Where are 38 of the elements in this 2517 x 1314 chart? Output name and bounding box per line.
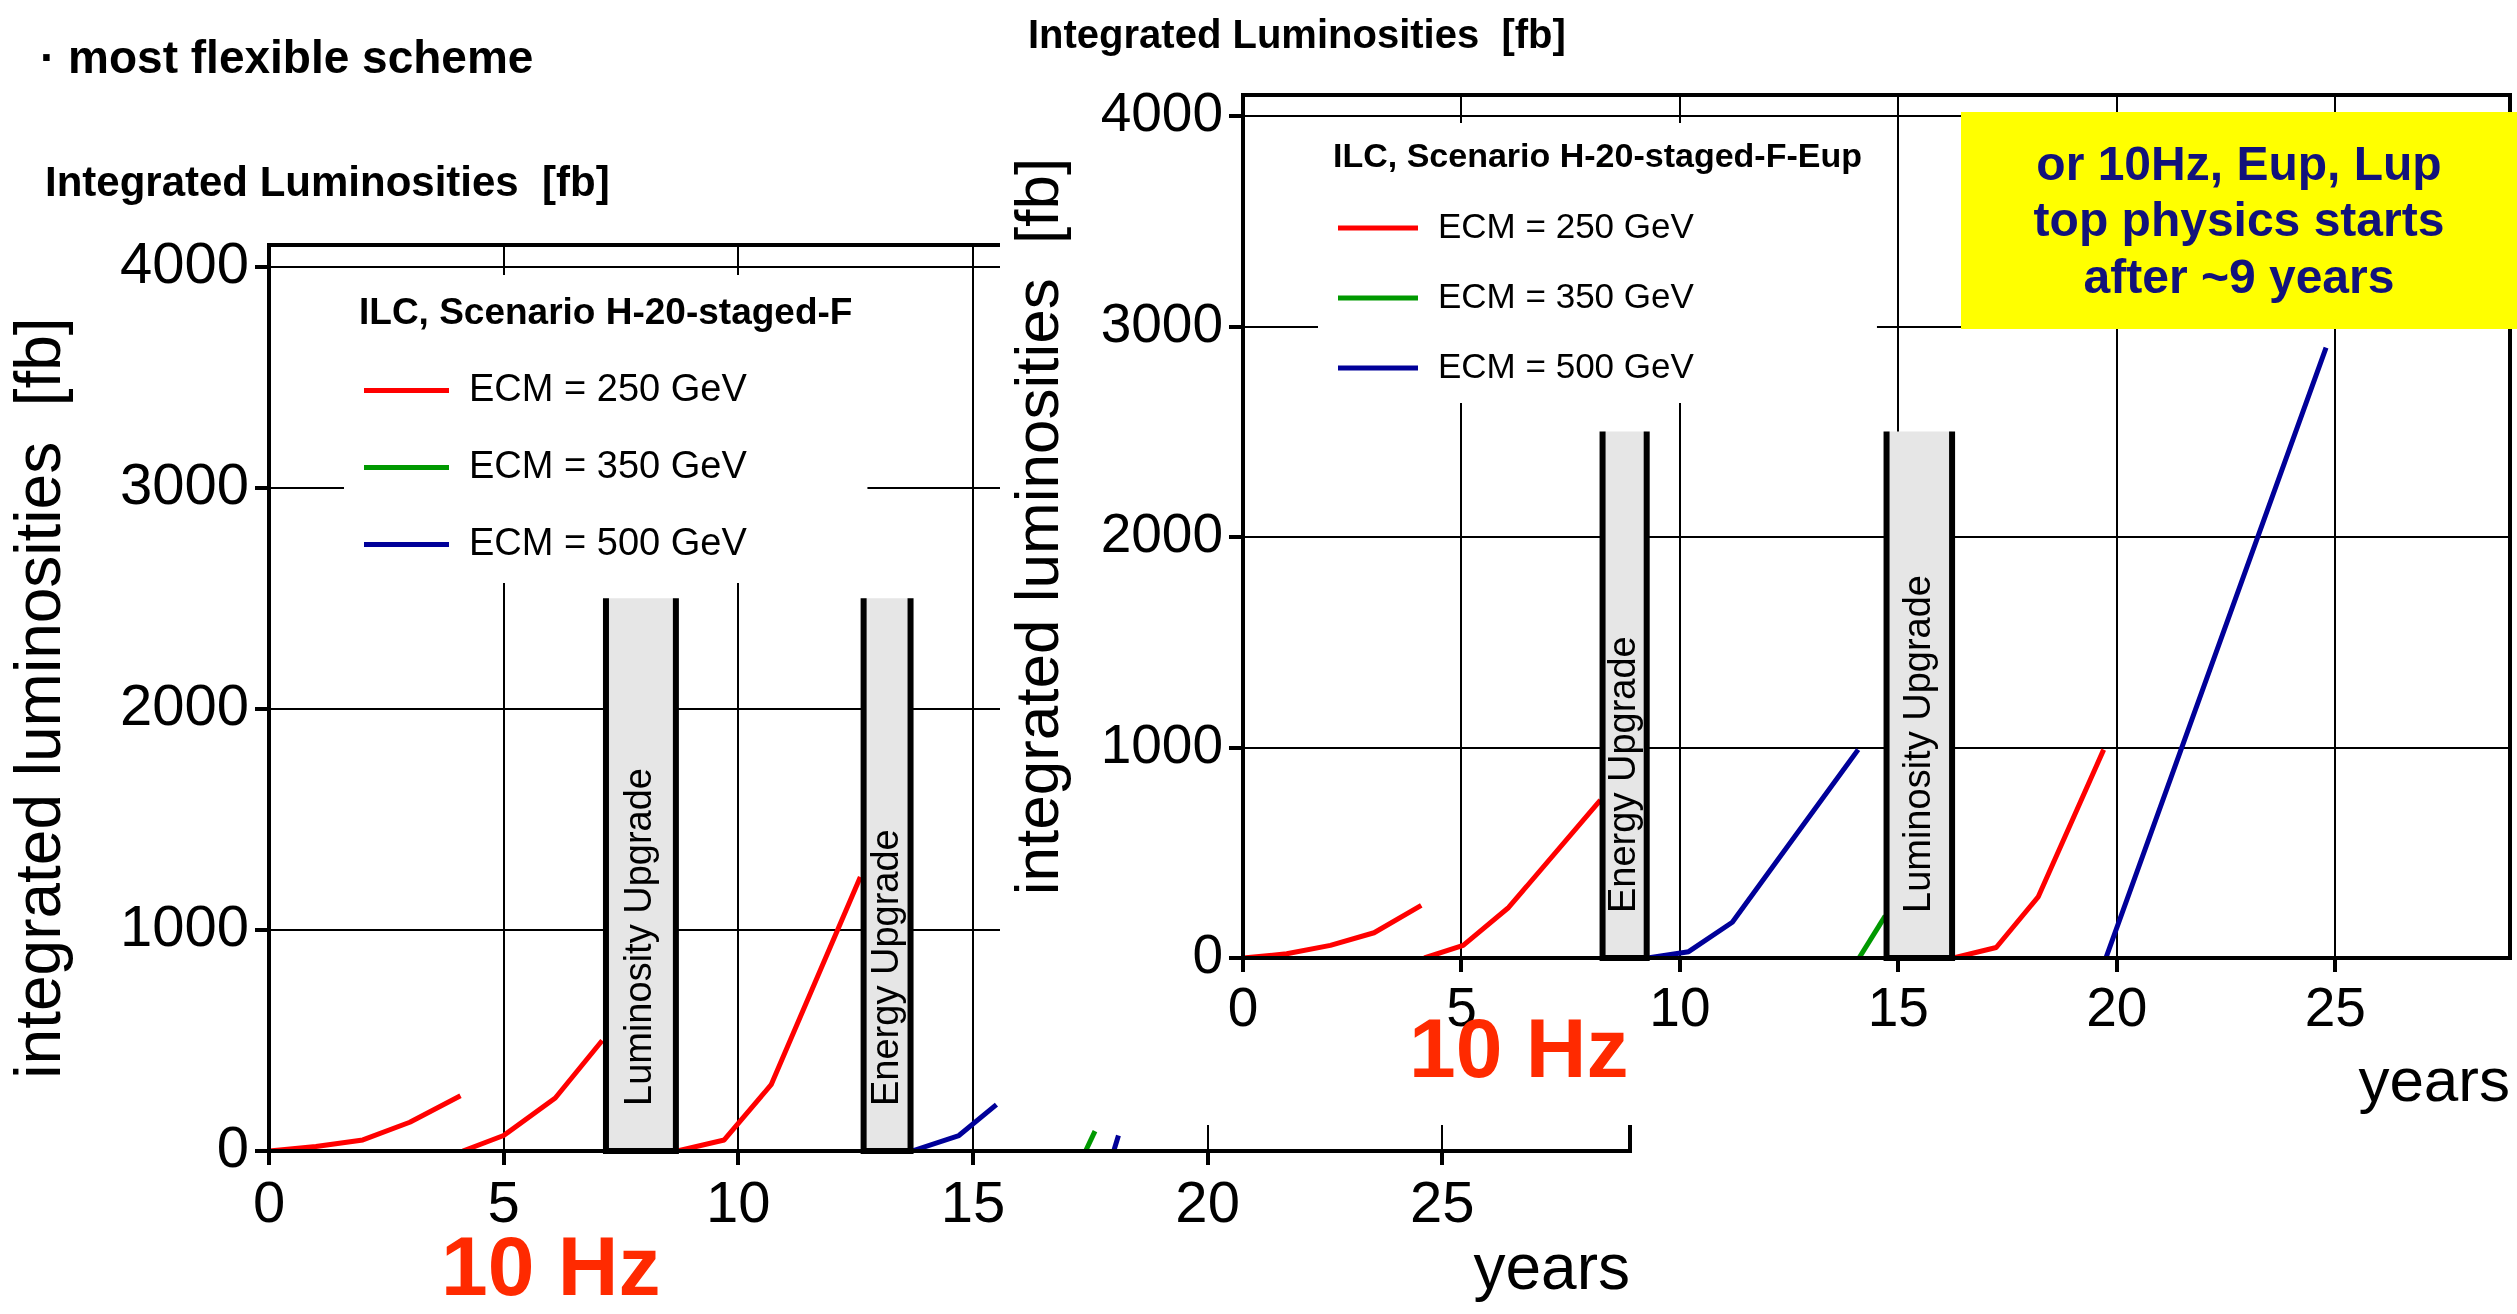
legend-label: ECM = 250 GeV	[1438, 205, 1695, 245]
y-tick-label: 4000	[1100, 81, 1223, 144]
y-tick-label: 4000	[119, 230, 249, 296]
legend-title: ILC, Scenario H-20-staged-F-Eup	[1333, 136, 1862, 175]
y-axis-title: integrated luminosities [fb]	[1002, 157, 1072, 896]
legend-label: ECM = 500 GeV	[469, 520, 748, 563]
chart-title: Integrated Luminosities [fb]	[45, 158, 610, 206]
legend-label: ECM = 500 GeV	[1438, 345, 1695, 385]
y-tick-label: 2000	[1100, 502, 1223, 565]
y-tick-label: 0	[216, 1114, 249, 1179]
y-tick-label: 2000	[119, 672, 249, 738]
y-axis-title: integrated luminosities [fb]	[2, 317, 75, 1079]
y-tick-label: 1000	[1100, 712, 1223, 775]
x-tick-label: 20	[1175, 1168, 1240, 1234]
x-tick-label: 10	[706, 1168, 771, 1234]
legend-label: ECM = 350 GeV	[1438, 275, 1695, 315]
band-label: Energy Upgrade	[1601, 636, 1644, 913]
x-tick-label: 25	[2304, 976, 2366, 1039]
x-axis-title: years	[1473, 1231, 1630, 1304]
legend-title: ILC, Scenario H-20-staged-F	[359, 290, 853, 332]
band-label: Luminosity Upgrade	[617, 768, 660, 1106]
y-tick-label: 1000	[119, 893, 249, 959]
x-tick-label: 20	[2086, 976, 2148, 1039]
x-tick-label: 10	[1649, 976, 1711, 1039]
text: · most flexible scheme	[40, 30, 534, 84]
y-tick-label: 0	[1192, 923, 1223, 986]
y-tick-label: 3000	[1100, 291, 1223, 354]
band-label: Energy Upgrade	[863, 829, 906, 1106]
x-axis-title: years	[2358, 1044, 2510, 1114]
y-tick-label: 3000	[119, 451, 249, 517]
x-tick-label: 15	[940, 1168, 1006, 1234]
band-label: Luminosity Upgrade	[1895, 575, 1938, 913]
annotation: or 10Hz, Eup, Lup top physics starts after ~9 years	[1961, 112, 2517, 329]
x-tick-label: 25	[1410, 1168, 1475, 1234]
legend-label: ECM = 250 GeV	[469, 366, 748, 409]
chart-title: Integrated Luminosities [fb]	[1028, 12, 1566, 57]
legend-label: ECM = 350 GeV	[469, 443, 748, 486]
x-tick-label: 15	[1867, 976, 1929, 1039]
